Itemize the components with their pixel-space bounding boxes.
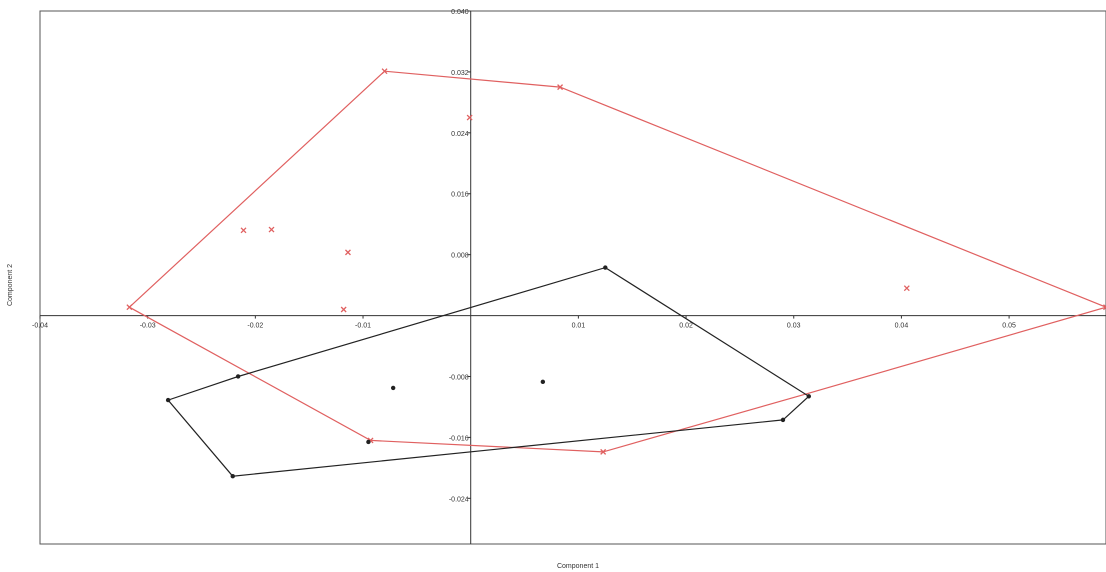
x-tick-label: 0.05 [1002,323,1016,330]
hull-series-0 [128,70,1106,453]
point-dot [165,397,171,403]
point-cross [344,249,351,256]
point-dot [366,439,371,445]
y-tick-label: -0.008 [449,374,469,381]
y-tick-label: 0.040 [451,9,469,16]
data-points [126,68,1106,479]
x-tick-label: -0.02 [247,323,263,330]
x-tick-label: 0.02 [679,323,693,330]
convex-hulls [128,70,1106,477]
point-cross [240,227,247,234]
point-cross [381,68,388,75]
x-tick-label: -0.01 [355,323,371,330]
x-tick-label: -0.03 [140,323,156,330]
y-tick-label: 0.016 [451,192,469,199]
x-tick-label: 0.01 [572,323,586,330]
hull-series-1 [167,266,810,477]
point-cross [600,448,607,455]
point-cross [126,304,133,311]
point-cross [466,114,473,121]
x-axis-title: Component 1 [557,563,599,570]
y-tick-label: -0.016 [449,435,469,442]
point-dot [780,417,786,423]
y-tick-label: 0.008 [451,253,469,260]
point-cross [1103,304,1106,311]
point-dot [235,374,241,379]
point-cross [903,285,910,292]
y-tick-label: 0.024 [451,131,469,138]
x-tick-label: -0.04 [32,323,48,330]
point-dot [390,385,396,391]
point-dot [540,379,546,385]
point-dot [806,394,812,399]
axes [40,11,1106,544]
point-cross [340,306,347,313]
y-tick-label: -0.024 [449,496,469,503]
y-tick-label: 0.032 [451,70,469,77]
point-dot [230,474,235,479]
point-cross [557,84,564,91]
point-cross [268,226,275,233]
x-tick-label: 0.03 [787,323,801,330]
plot-frame [39,10,1106,545]
point-dot [603,265,608,270]
tick-labels: -0.04 -0.03 -0.02 -0.01 0.01 0.02 0.03 0.04 0.05… [32,9,1016,503]
y-axis-title: Component 2 [7,264,14,306]
x-tick-label: 0.04 [895,323,909,330]
